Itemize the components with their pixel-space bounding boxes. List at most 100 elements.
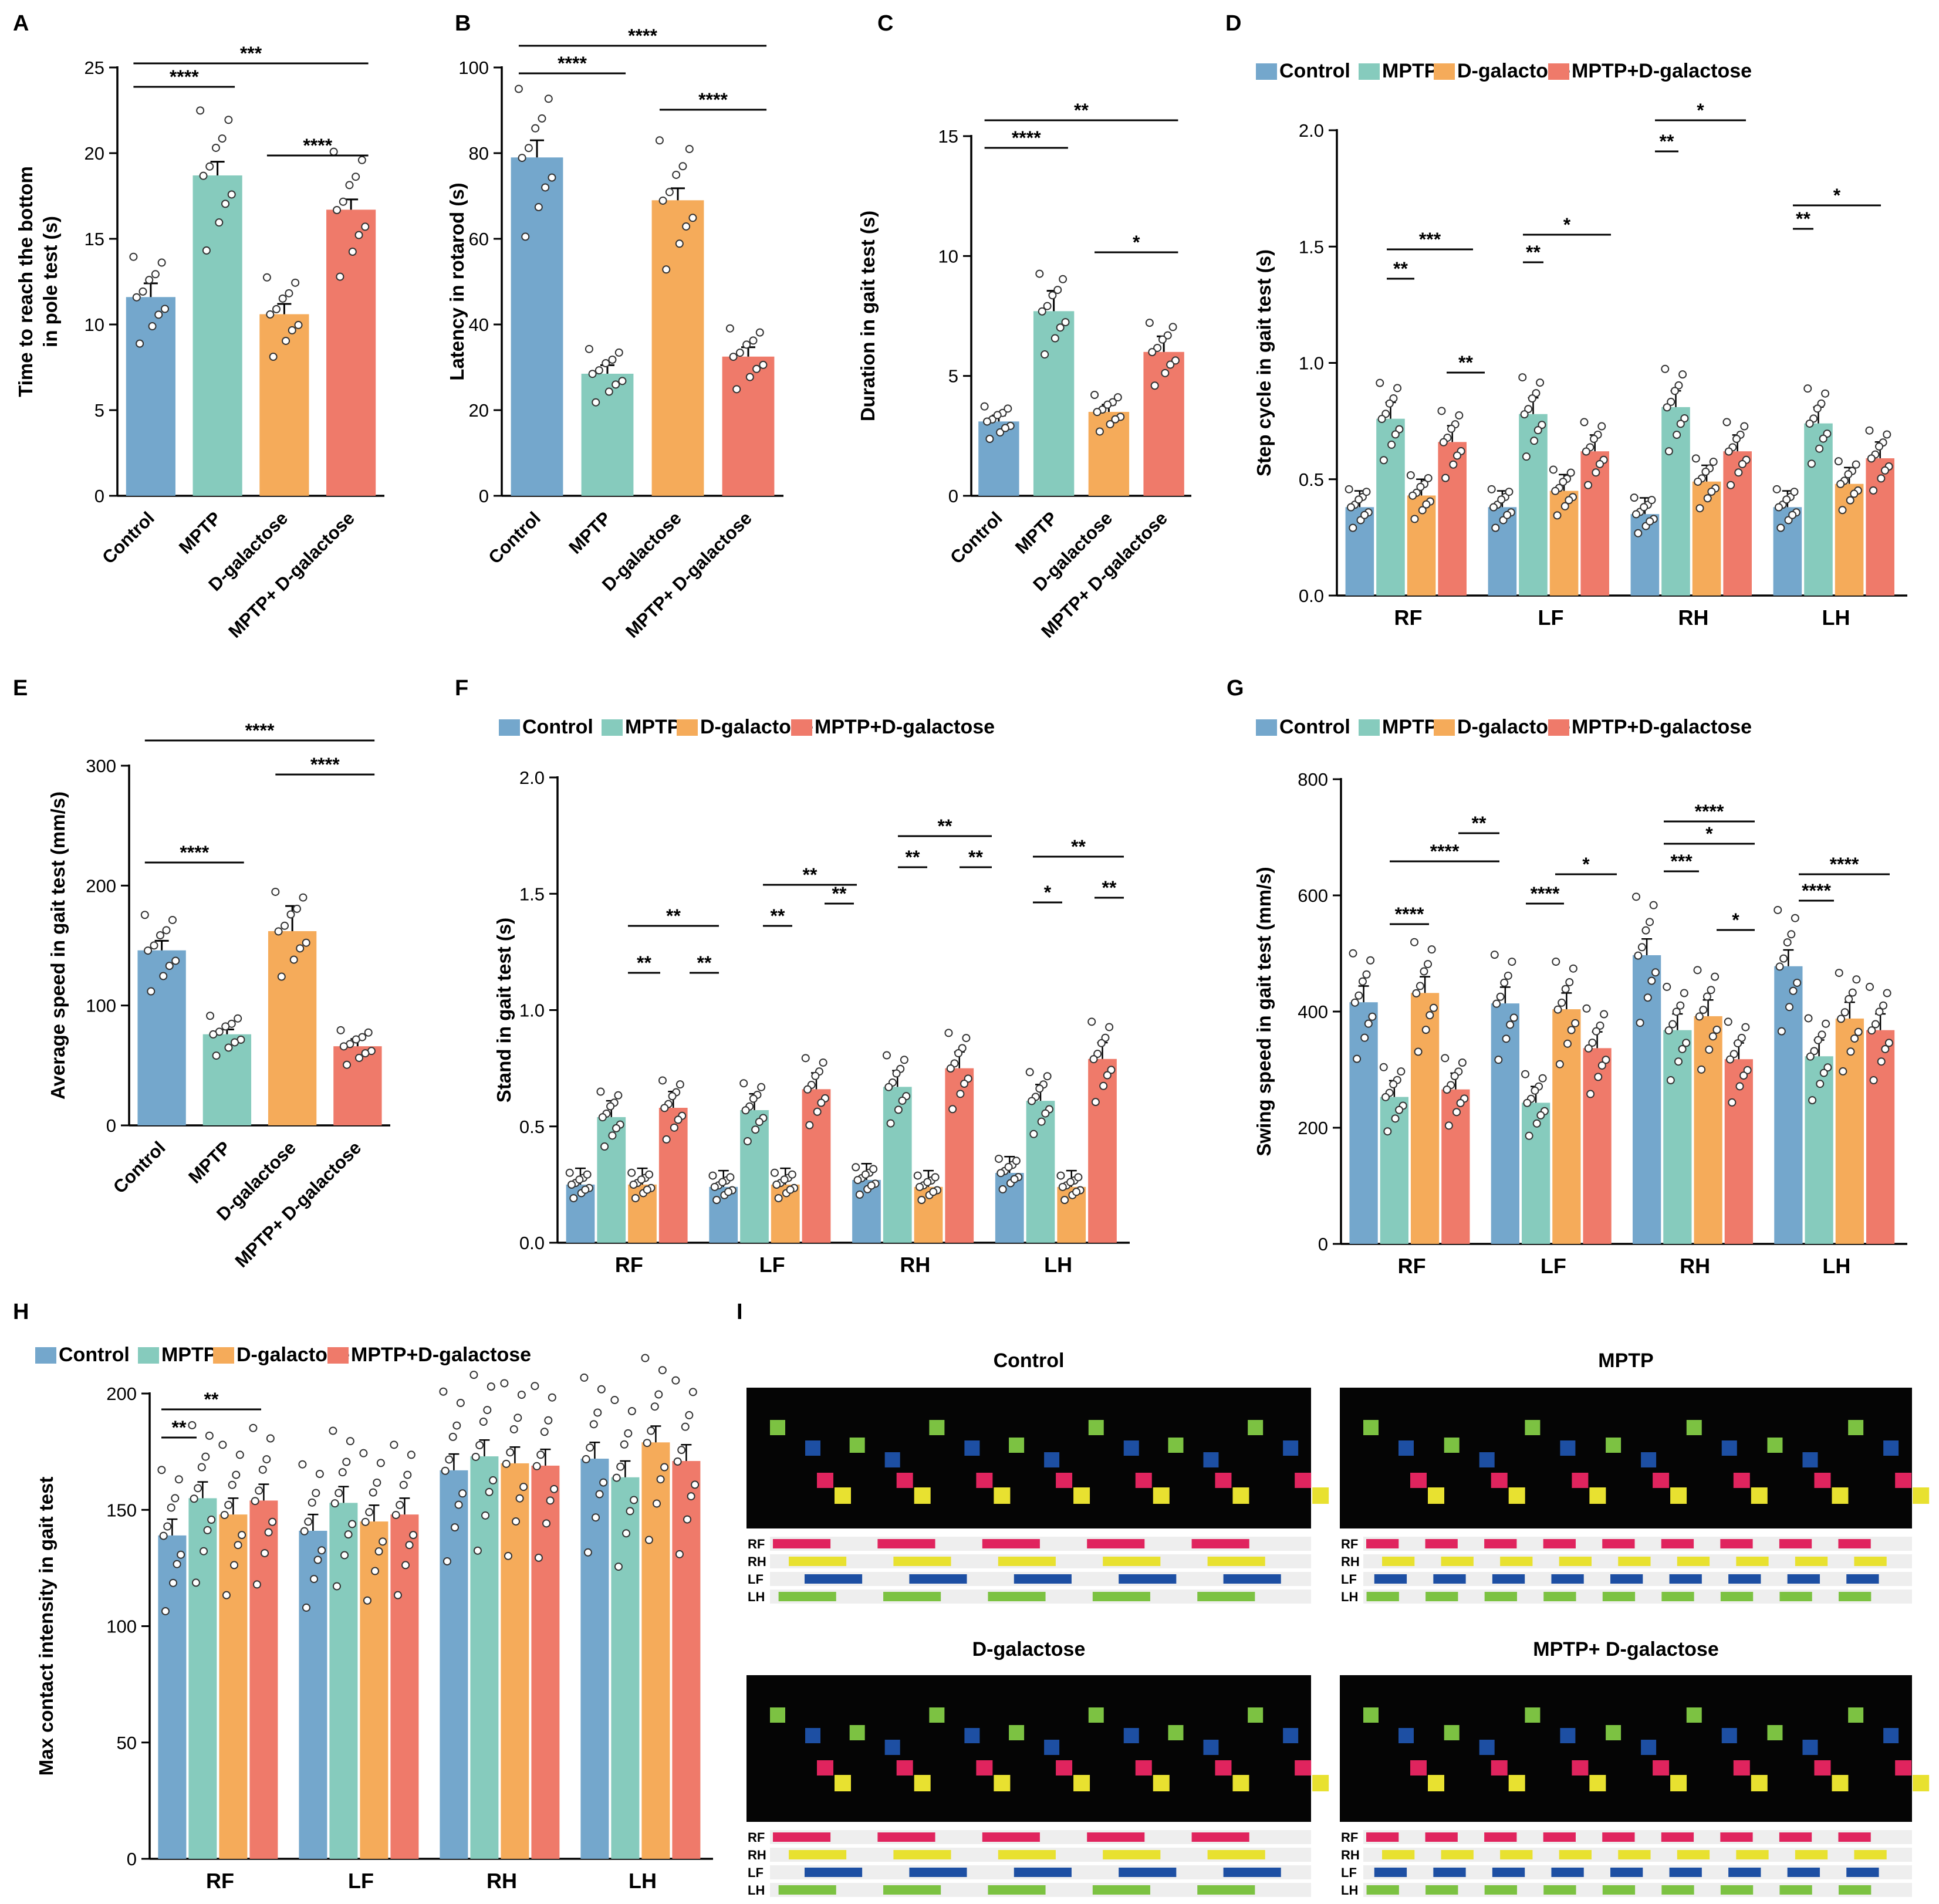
gait-2-timing-bar xyxy=(1087,1832,1145,1842)
chart-C-sig-label: ** xyxy=(1074,100,1089,121)
chart-H-dot xyxy=(374,1547,383,1556)
chart-A-dot xyxy=(157,258,166,267)
chart-G-dot xyxy=(1646,918,1654,926)
chart-H-dot xyxy=(249,1423,258,1432)
chart-F-sig-label: ** xyxy=(938,816,952,837)
chart-G-bar-LH-2 xyxy=(1835,1018,1864,1244)
chart-B-dot xyxy=(612,380,620,389)
chart-H-dot xyxy=(489,1476,498,1484)
chart-G-sig-label: * xyxy=(1705,823,1713,844)
gait-0-footprint xyxy=(994,1487,1011,1504)
chart-G-dot xyxy=(1563,1039,1572,1048)
chart-G-bar-LF-2 xyxy=(1552,1009,1581,1244)
chart-D-legend-item: Control xyxy=(1279,60,1350,82)
chart-D-dot xyxy=(1647,496,1656,505)
chart-F-dot xyxy=(884,1083,893,1091)
chart-A-dot xyxy=(211,143,220,152)
chart-G-dot xyxy=(1569,964,1577,973)
chart-G-dot xyxy=(1592,1027,1600,1036)
chart-C-dot xyxy=(980,402,989,411)
chart-D-dot xyxy=(1676,420,1685,428)
chart-H-dot xyxy=(542,1519,551,1528)
chart-E-dot xyxy=(352,1035,360,1044)
chart-G-dot xyxy=(1883,989,1891,997)
gait-3-timing-bar xyxy=(1382,1850,1415,1859)
chart-G-sig-label: **** xyxy=(1430,841,1460,862)
chart-F-dot xyxy=(892,1069,901,1078)
chart-E-dot xyxy=(230,1038,239,1047)
chart-H-dot xyxy=(687,1492,695,1501)
gait-3-footprint-image xyxy=(1340,1675,1912,1822)
chart-A-dot xyxy=(224,116,233,124)
chart-G-dot xyxy=(1552,958,1560,966)
gait-2-footprint xyxy=(1153,1775,1170,1791)
chart-F-dot xyxy=(726,1173,735,1182)
chart-F-dot xyxy=(1105,1023,1114,1032)
chart-D-dot xyxy=(1580,418,1589,427)
chart-G-legend-swatch xyxy=(1548,719,1569,736)
gait-0-footprint xyxy=(1009,1438,1025,1453)
gait-0-footprint xyxy=(884,1452,900,1467)
chart-G-dot xyxy=(1787,930,1796,939)
chart-D-dot xyxy=(1560,502,1569,510)
chart-E-dot xyxy=(292,904,301,913)
chart-E-sig-label: **** xyxy=(245,720,275,741)
chart-H-dot xyxy=(593,1408,602,1417)
chart-D-sig-label: * xyxy=(1563,214,1571,235)
chart-H-dot xyxy=(203,1526,212,1534)
gait-3-timing-bar xyxy=(1374,1868,1407,1877)
chart-H-dot xyxy=(506,1448,515,1457)
chart-F-dot xyxy=(606,1102,615,1111)
gait-1-footprint xyxy=(1802,1452,1818,1467)
chart-C-dot xyxy=(1148,348,1157,357)
chart-F-y-tick-label: 1.0 xyxy=(519,1000,545,1021)
gait-2-footprint xyxy=(914,1775,931,1791)
chart-H-dot xyxy=(264,1528,273,1537)
gait-1-timing-bar xyxy=(1839,1592,1872,1601)
chart-G-dot xyxy=(1695,1012,1704,1021)
gait-0-timing-bar xyxy=(1197,1592,1255,1601)
gait-1-timing-bar xyxy=(1838,1539,1871,1548)
chart-C-dot xyxy=(1001,424,1009,432)
chart-G-dot xyxy=(1854,1027,1863,1036)
gait-1-footprint xyxy=(1848,1420,1864,1435)
chart-C-dot xyxy=(1043,302,1052,310)
chart-A-dot xyxy=(136,339,144,348)
chart-G-dot xyxy=(1429,1003,1438,1012)
chart-E-bar-2 xyxy=(268,931,317,1125)
chart-G-dot xyxy=(1364,1019,1373,1028)
chart-G-dot xyxy=(1866,982,1874,991)
gait-3-footprint xyxy=(1883,1728,1899,1743)
chart-H-bar-RH-3 xyxy=(531,1465,560,1859)
gait-0-footprint xyxy=(805,1440,820,1456)
chart-H-legend-swatch xyxy=(138,1347,159,1364)
chart-D-dot xyxy=(1418,506,1427,515)
chart-C-dot xyxy=(1038,307,1046,316)
chart-H-bar-LH-2 xyxy=(641,1442,670,1859)
chart-G-legend-item: MPTP xyxy=(1382,716,1437,738)
gait-3-footprint xyxy=(1572,1760,1589,1776)
chart-D-legend-item: MPTP+D-galactose xyxy=(1572,60,1752,82)
gait-1-timing-bar xyxy=(1433,1574,1466,1584)
chart-H-dot xyxy=(201,1452,210,1461)
chart-E-dot xyxy=(206,1012,215,1020)
chart-D-dot xyxy=(1734,468,1743,477)
chart-D-dot xyxy=(1877,474,1886,483)
chart-H-dot xyxy=(405,1541,414,1550)
chart-G-dot xyxy=(1492,999,1501,1008)
chart-G-dot xyxy=(1647,976,1656,985)
chart-H-dot xyxy=(365,1508,374,1517)
chart-F-dot xyxy=(805,1121,814,1129)
gait-2-footprint xyxy=(1312,1775,1329,1791)
chart-G-y-tick-label: 200 xyxy=(1298,1118,1328,1138)
chart-B-bar-0 xyxy=(511,157,563,496)
chart-H-y-label: Max contact intensity in gait test xyxy=(35,1477,57,1776)
chart-F-dot xyxy=(900,1056,908,1064)
panel-label-I: I xyxy=(737,1300,743,1324)
chart-D-dot xyxy=(1491,523,1500,532)
gait-0-timing-bar xyxy=(1223,1574,1281,1584)
gait-1-timing-label: RF xyxy=(1341,1537,1358,1551)
gait-0-footprint xyxy=(1168,1438,1184,1453)
chart-A-y-tick-label: 10 xyxy=(85,314,104,335)
chart-D-dot xyxy=(1803,384,1812,393)
